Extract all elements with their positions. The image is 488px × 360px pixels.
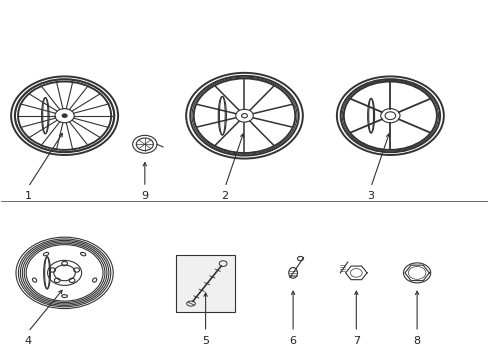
Text: 3: 3 [366,191,374,201]
Text: 2: 2 [221,191,228,201]
Circle shape [62,114,67,118]
Bar [176,255,234,312]
Text: 1: 1 [24,191,32,201]
Text: 6: 6 [289,336,296,346]
Text: 5: 5 [202,336,209,346]
Text: 7: 7 [352,336,359,346]
Text: 8: 8 [413,336,420,346]
Text: 9: 9 [141,191,148,201]
Text: 4: 4 [24,336,32,346]
